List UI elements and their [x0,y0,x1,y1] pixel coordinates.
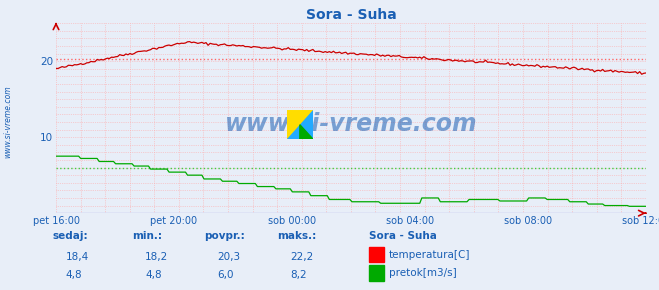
Text: sedaj:: sedaj: [53,231,88,241]
Polygon shape [287,110,313,139]
Text: 20,3: 20,3 [217,251,241,262]
Text: temperatura[C]: temperatura[C] [389,250,471,260]
Text: maks.:: maks.: [277,231,316,241]
Text: 4,8: 4,8 [145,270,161,280]
Text: 22,2: 22,2 [290,251,313,262]
Polygon shape [287,110,313,139]
Polygon shape [300,125,313,139]
Text: www.si-vreme.com: www.si-vreme.com [3,86,13,158]
Text: povpr.:: povpr.: [204,231,245,241]
Text: pretok[m3/s]: pretok[m3/s] [389,269,457,278]
Text: Sora - Suha: Sora - Suha [369,231,437,241]
Text: 18,2: 18,2 [145,251,168,262]
Text: 6,0: 6,0 [217,270,234,280]
Title: Sora - Suha: Sora - Suha [306,8,396,22]
Text: 4,8: 4,8 [66,270,82,280]
Text: www.si-vreme.com: www.si-vreme.com [225,112,477,136]
Text: 18,4: 18,4 [66,251,89,262]
Text: min.:: min.: [132,231,162,241]
Text: 8,2: 8,2 [290,270,306,280]
